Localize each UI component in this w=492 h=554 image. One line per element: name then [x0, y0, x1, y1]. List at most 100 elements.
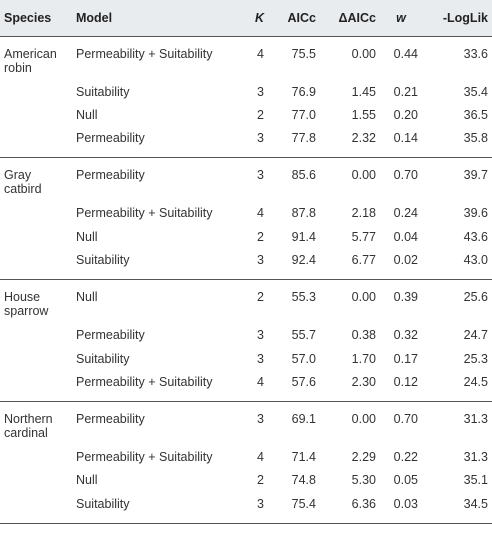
w-cell: 0.05 — [393, 473, 418, 488]
header-row: Species Model K AICc ΔAICc w -LogLik — [0, 0, 492, 36]
species-cell — [0, 127, 72, 158]
k-cell: 3 — [257, 351, 264, 366]
table-row: Null 2 91.4 5.77 0.04 43.6 — [0, 225, 492, 248]
species-cell — [0, 80, 72, 103]
loglik-cell: 31.3 — [463, 450, 488, 465]
loglik-cell: 25.3 — [463, 351, 488, 366]
w-cell: 0.12 — [393, 374, 418, 389]
w-cell: 0.21 — [393, 84, 418, 99]
daicc-cell: 1.70 — [351, 351, 376, 366]
species-cell: Gray catbird — [0, 157, 72, 202]
loglik-cell: 35.1 — [463, 473, 488, 488]
species-cell: House sparrow — [0, 279, 72, 324]
aicc-cell: 76.9 — [291, 84, 316, 99]
k-cell: 2 — [257, 108, 264, 123]
table-row: Permeability 3 55.7 0.38 0.32 24.7 — [0, 324, 492, 347]
model-cell: Permeability — [76, 328, 145, 343]
loglik-cell: 24.7 — [463, 328, 488, 343]
k-cell: 3 — [257, 328, 264, 343]
model-cell: Suitability — [76, 496, 130, 511]
k-cell: 4 — [257, 206, 264, 221]
loglik-cell: 36.5 — [463, 108, 488, 123]
aicc-cell: 75.4 — [291, 496, 316, 511]
loglik-cell: 43.6 — [463, 229, 488, 244]
daicc-cell: 2.32 — [351, 131, 376, 146]
model-cell: Null — [76, 473, 98, 488]
k-cell: 3 — [257, 131, 264, 146]
daicc-cell: 5.77 — [351, 229, 376, 244]
loglik-cell: 34.5 — [463, 496, 488, 511]
model-cell: Suitability — [76, 252, 130, 267]
species-cell: Northern cardinal — [0, 400, 72, 446]
loglik-cell: 43.0 — [463, 252, 488, 267]
table-row: Permeability + Suitability 4 71.4 2.29 0.22 3… — [0, 445, 492, 468]
aicc-cell: 71.4 — [291, 450, 316, 465]
daicc-cell: 1.55 — [351, 108, 376, 123]
w-cell: 0.14 — [393, 131, 418, 146]
daicc-cell: 2.29 — [351, 450, 376, 465]
model-cell: Null — [76, 229, 98, 244]
header-loglik: -LogLik — [442, 10, 488, 25]
aicc-cell: 77.8 — [291, 131, 316, 146]
aicc-cell: 57.6 — [291, 374, 316, 389]
k-cell: 2 — [257, 229, 264, 244]
k-cell: 4 — [257, 450, 264, 465]
table-row: Permeability + Suitability 4 87.8 2.18 0.24 3… — [0, 202, 492, 225]
aicc-cell: 92.4 — [291, 252, 316, 267]
model-cell: Permeability — [76, 131, 145, 146]
daicc-cell: 1.45 — [351, 84, 376, 99]
aicc-cell: 87.8 — [291, 206, 316, 221]
header-weight: w — [396, 10, 406, 25]
k-cell: 3 — [248, 400, 268, 446]
species-cell — [0, 249, 72, 280]
table-row: Northern cardinal Permeability 3 69.1 0.00 0.… — [0, 400, 492, 446]
daicc-cell: 2.30 — [351, 374, 376, 389]
model-cell: Permeability + Suitability — [72, 35, 248, 80]
model-cell: Suitability — [76, 84, 130, 99]
loglik-cell: 31.3 — [422, 400, 492, 446]
species-cell — [0, 445, 72, 468]
table-body: American robin Permeability + Suitability… — [0, 35, 492, 523]
daicc-cell: 2.18 — [351, 206, 376, 221]
w-cell: 0.02 — [393, 252, 418, 267]
model-cell: Permeability + Suitability — [76, 374, 213, 389]
species-cell: American robin — [0, 35, 72, 80]
k-cell: 4 — [257, 374, 264, 389]
k-cell: 3 — [257, 496, 264, 511]
species-cell — [0, 103, 72, 126]
table-row: Null 2 74.8 5.30 0.05 35.1 — [0, 469, 492, 492]
aicc-cell: 91.4 — [291, 229, 316, 244]
w-cell: 0.03 — [393, 496, 418, 511]
w-cell: 0.22 — [393, 450, 418, 465]
aicc-cell: 85.6 — [268, 157, 320, 202]
header-aicc: AICc — [287, 10, 316, 25]
table-row: Null 2 77.0 1.55 0.20 36.5 — [0, 103, 492, 126]
loglik-cell: 24.5 — [463, 374, 488, 389]
loglik-cell: 39.7 — [422, 157, 492, 202]
k-cell: 3 — [257, 84, 264, 99]
aicc-cell: 55.7 — [291, 328, 316, 343]
aicc-cell: 55.3 — [268, 279, 320, 324]
loglik-cell: 35.4 — [463, 84, 488, 99]
daicc-cell: 6.77 — [351, 252, 376, 267]
species-cell — [0, 324, 72, 347]
species-cell — [0, 202, 72, 225]
k-cell: 2 — [257, 473, 264, 488]
species-cell — [0, 225, 72, 248]
model-cell: Permeability — [72, 157, 248, 202]
table-row: Suitability 3 57.0 1.70 0.17 25.3 — [0, 347, 492, 370]
table-row: Permeability + Suitability 4 57.6 2.30 0.12 2… — [0, 370, 492, 401]
species-cell — [0, 469, 72, 492]
aicc-cell: 75.5 — [268, 35, 320, 80]
daicc-cell: 0.00 — [320, 400, 380, 446]
w-cell: 0.70 — [380, 400, 422, 446]
daicc-cell: 5.30 — [351, 473, 376, 488]
table-row: Suitability 3 76.9 1.45 0.21 35.4 — [0, 80, 492, 103]
w-cell: 0.44 — [380, 35, 422, 80]
w-cell: 0.70 — [380, 157, 422, 202]
header-model: Model — [76, 10, 113, 25]
daicc-cell: 0.00 — [320, 35, 380, 80]
header-species: Species — [4, 10, 52, 25]
aicc-cell: 69.1 — [268, 400, 320, 446]
w-cell: 0.39 — [380, 279, 422, 324]
